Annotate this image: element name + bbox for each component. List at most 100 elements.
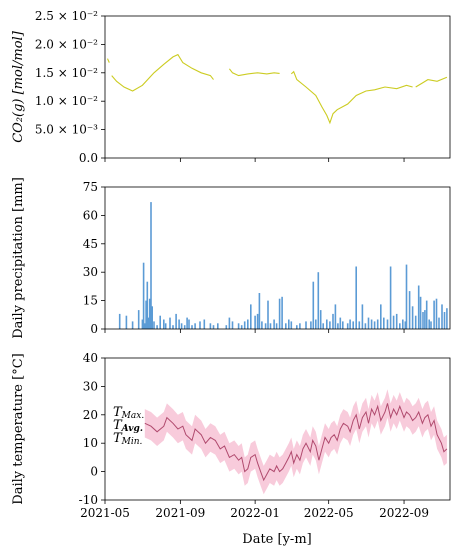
- precipitation-bar: [175, 313, 177, 329]
- legend-symbol: T: [113, 431, 123, 446]
- precipitation-bar: [433, 300, 435, 329]
- y-tick-label: 30: [83, 265, 98, 279]
- precipitation-bar: [188, 319, 190, 329]
- precipitation-axes-frame: [104, 186, 451, 330]
- legend-subscript: Max.: [121, 411, 145, 421]
- precipitation-bar: [142, 262, 145, 329]
- precipitation-bar: [183, 325, 186, 329]
- precipitation-bars: [118, 202, 448, 329]
- y-tick-label: 1.5 × 10⁻²: [35, 66, 98, 80]
- precipitation-bar: [269, 323, 272, 329]
- precipitation-bar: [281, 296, 283, 329]
- precipitation-bar: [146, 281, 149, 329]
- y-tick-label: 30: [83, 379, 98, 393]
- precipitation-bar: [349, 319, 351, 329]
- precipitation-bar: [425, 300, 428, 329]
- precipitation-bar: [153, 321, 155, 329]
- y-tick-label: 0: [90, 322, 98, 336]
- legend-subscript: Avg.: [121, 424, 143, 434]
- y-tick-label: 60: [83, 208, 98, 222]
- precipitation-y-ticks: 75 60 45 30 15 0: [83, 180, 105, 336]
- precipitation-bar: [137, 310, 140, 329]
- precipitation-bar: [352, 321, 354, 329]
- precipitation-bar: [256, 313, 259, 329]
- precipitation-bar: [408, 291, 411, 329]
- precipitation-bar: [278, 298, 281, 329]
- precipitation-bar: [389, 266, 392, 329]
- precipitation-bar: [172, 325, 174, 329]
- precipitation-bar: [386, 319, 389, 329]
- precipitation-bar: [404, 321, 407, 329]
- precipitation-bar: [258, 293, 261, 329]
- co2-axes-frame: [104, 15, 451, 159]
- precipitation-bar: [145, 300, 147, 329]
- precipitation-bar: [217, 323, 219, 329]
- co2-line-segment: [111, 53, 214, 92]
- precipitation-bar: [225, 325, 228, 329]
- co2-series: [106, 53, 448, 125]
- precipitation-bar: [317, 272, 320, 329]
- temperature-series: [144, 389, 448, 495]
- precipitation-bar: [326, 319, 328, 329]
- precipitation-bar: [322, 323, 324, 329]
- precipitation-bar: [212, 325, 215, 329]
- precipitation-bar: [337, 323, 339, 329]
- x-tick-label: 2022-05: [304, 506, 354, 520]
- precipitation-bar: [417, 285, 420, 329]
- precipitation-bar: [395, 313, 398, 329]
- precipitation-bar: [319, 310, 322, 329]
- legend-subscript: Min.: [121, 437, 143, 447]
- precipitation-bar: [275, 323, 278, 329]
- precipitation-bar: [247, 319, 249, 329]
- precipitation-bar: [118, 313, 121, 329]
- x-tick-label: 2022-01: [230, 506, 280, 520]
- precipitation-bar: [151, 306, 153, 329]
- co2-y-axis-label: CO₂(g) [mol/mol]: [11, 30, 26, 142]
- precipitation-bar: [312, 281, 315, 329]
- precipitation-bar: [383, 317, 385, 329]
- precipitation-bar: [180, 323, 183, 329]
- y-tick-label: 0: [90, 465, 98, 479]
- precipitation-bar: [194, 323, 196, 329]
- temperature-x-ticks: 2021-05 2021-09 2022-01 2022-05 2022-09: [80, 158, 429, 520]
- precipitation-bar: [422, 312, 424, 329]
- precipitation-bar: [148, 298, 151, 329]
- precipitation-bar: [144, 323, 146, 329]
- precipitation-bar: [267, 300, 269, 329]
- precipitation-bar: [290, 321, 293, 329]
- co2-line-segment: [228, 68, 280, 77]
- precipitation-bar: [203, 319, 206, 329]
- legend-label-min: TMin.: [113, 431, 143, 447]
- precipitation-bar: [332, 313, 334, 329]
- precipitation-bar: [342, 321, 344, 329]
- y-tick-label: 40: [83, 351, 98, 365]
- precipitation-bar: [346, 323, 349, 329]
- x-tick-label: 2021-05: [80, 506, 130, 520]
- legend-symbol: T: [113, 405, 123, 420]
- precipitation-bar: [376, 319, 379, 329]
- precipitation-bar: [329, 321, 331, 329]
- precipitation-bar: [159, 315, 161, 329]
- precipitation-bar: [370, 319, 373, 329]
- precipitation-bar: [405, 264, 408, 329]
- precipitation-bar: [261, 321, 263, 329]
- precipitation-bar: [125, 315, 128, 329]
- precipitation-bar: [285, 323, 287, 329]
- precipitation-bar: [441, 304, 443, 329]
- precipitation-bar: [240, 325, 243, 329]
- precipitation-bar: [273, 319, 275, 329]
- y-tick-label: 2.5 × 10⁻²: [35, 9, 98, 23]
- x-axis-label: Date [y-m]: [242, 532, 311, 547]
- precipitation-bar: [373, 321, 376, 329]
- y-tick-label: 10: [83, 436, 98, 450]
- precipitation-bar: [358, 321, 361, 329]
- precipitation-bar: [254, 315, 256, 329]
- precipitation-bar: [392, 315, 395, 329]
- precipitation-bar: [156, 325, 158, 329]
- y-tick-label: 1.0 × 10⁻²: [35, 94, 98, 108]
- temperature-axes-frame: [104, 357, 451, 501]
- precipitation-bar: [147, 317, 150, 329]
- co2-y-ticks: 2.5 × 10⁻² 2.0 × 10⁻² 1.5 × 10⁻² 1.0 × 10⁻²…: [35, 9, 105, 165]
- y-tick-label: 20: [83, 408, 98, 422]
